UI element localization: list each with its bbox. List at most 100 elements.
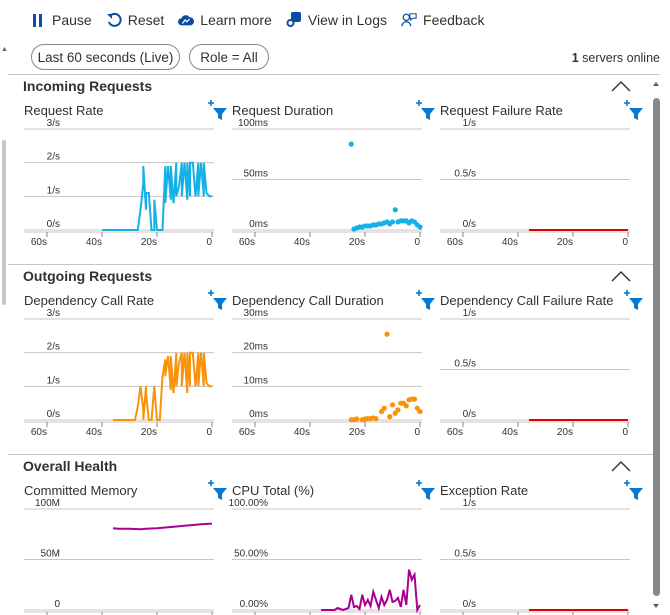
feedback-button[interactable]: Feedback (401, 0, 484, 40)
x-tick-label: 0 (622, 427, 628, 438)
x-tick-label: 60s (447, 237, 463, 248)
chart-plot: 100ms50ms0ms60s 40s 20s 0 (232, 103, 434, 253)
chevron-up-icon (610, 269, 632, 283)
chart-dependency-call-failure-rate: Dependency Call Failure Rate 1/s 0.5/s 0/s 6… (440, 293, 645, 443)
reset-icon (106, 12, 122, 28)
collapse-outgoing-button[interactable] (610, 269, 632, 283)
x-tick-label: 20s (557, 427, 573, 438)
filter-bar: Last 60 seconds (Live) Role = All 1 serv… (0, 40, 670, 74)
view-in-logs-button[interactable]: View in Logs (286, 0, 387, 40)
scroll-thumb[interactable] (653, 98, 660, 596)
x-tick-label: 20s (349, 237, 365, 248)
collapse-incoming-button[interactable] (610, 79, 632, 93)
chart-plot: 100M 50M 0 (24, 483, 226, 615)
x-tick-label: 40s (502, 427, 518, 438)
toolbar: Pause Reset Learn more View in Logs Feed… (0, 0, 670, 40)
feedback-label: Feedback (423, 12, 484, 28)
chart-request-duration: Request Duration 100ms 50ms 0ms 60s 40s 20s 0 (232, 103, 437, 253)
view-in-logs-label: View in Logs (308, 12, 387, 28)
y-tick-label: 30ms (244, 308, 268, 319)
data-point (354, 416, 359, 421)
feedback-icon (401, 12, 417, 28)
left-scroll-up-icon[interactable]: ▲ (1, 46, 8, 53)
x-tick-label: 40s (294, 427, 310, 438)
y-tick-label: 100.00% (229, 498, 269, 509)
y-tick-label: 0.5/s (454, 359, 476, 370)
y-tick-label: 0.5/s (454, 549, 476, 560)
y-tick-label: 1/s (47, 185, 60, 196)
data-point (404, 403, 409, 408)
y-tick-label: 50M (41, 549, 60, 560)
data-point (390, 219, 395, 224)
left-scrollbar[interactable]: ▲ (0, 40, 8, 615)
chart-plot: 30ms20ms10ms0ms60s 40s 20s 0 (232, 293, 434, 443)
x-tick-label: 0 (414, 427, 420, 438)
y-tick-label: 0/s (463, 219, 476, 230)
scroll-down-icon[interactable] (653, 604, 659, 608)
logs-icon (286, 12, 302, 28)
data-point (349, 142, 354, 147)
section-divider (8, 454, 660, 455)
x-tick-label: 60s (31, 237, 47, 248)
y-tick-label: 1/s (463, 118, 476, 129)
cloud-icon (178, 12, 194, 28)
learn-more-button[interactable]: Learn more (178, 0, 272, 40)
y-tick-label: 0.5/s (454, 169, 476, 180)
x-tick-label: 60s (447, 427, 463, 438)
x-tick-label: 0 (414, 237, 420, 248)
reset-label: Reset (128, 12, 165, 28)
time-range-pill[interactable]: Last 60 seconds (Live) (31, 44, 180, 70)
x-tick-label: 60s (31, 427, 47, 438)
y-tick-label: 0 (54, 599, 60, 610)
section-divider (8, 264, 660, 265)
pause-button[interactable]: Pause (30, 0, 92, 40)
y-tick-label: 0/s (47, 409, 60, 420)
servers-count: 1 (572, 51, 579, 65)
y-tick-label: 2/s (47, 152, 60, 163)
series-line (321, 570, 420, 610)
learn-more-label: Learn more (200, 12, 272, 28)
y-tick-label: 1/s (463, 498, 476, 509)
servers-online-status: 1 servers online (572, 51, 660, 65)
chart-plot: 1/s0.5/s0/s60s 40s 20s 0 (440, 103, 642, 253)
chart-plot: 3/s 2/s 1/s 0/s60s 40s 20s 0 (24, 293, 226, 443)
x-tick-label: 20s (141, 427, 157, 438)
chart-plot: 1/s0.5/s0/s60s 40s 20s 0 (440, 293, 642, 443)
y-tick-label: 3/s (47, 308, 60, 319)
data-point (417, 409, 422, 414)
chart-plot: 1/s0.5/s0/s (440, 483, 642, 615)
y-tick-label: 2/s (47, 342, 60, 353)
section-divider (8, 74, 660, 75)
scroll-up-icon[interactable] (653, 82, 659, 86)
chart-request-failure-rate: Request Failure Rate 1/s 0.5/s 0/s 60s 40s 20s… (440, 103, 645, 253)
x-tick-label: 40s (294, 237, 310, 248)
chevron-up-icon (610, 459, 632, 473)
chart-request-rate: Request Rate 3/s 2/s 1/s 0/s 60s 40s 20s 0 (24, 103, 229, 253)
x-tick-label: 20s (141, 237, 157, 248)
role-filter-pill[interactable]: Role = All (189, 44, 269, 70)
reset-button[interactable]: Reset (106, 0, 165, 40)
data-point (382, 406, 387, 411)
y-tick-label: 1/s (47, 375, 60, 386)
y-tick-label: 100ms (238, 118, 268, 129)
x-tick-label: 60s (239, 427, 255, 438)
x-tick-label: 40s (86, 427, 102, 438)
chart-exception-rate: Exception Rate 1/s 0.5/s 0/s (440, 483, 645, 615)
data-point (390, 402, 395, 407)
y-tick-label: 0/s (47, 219, 60, 230)
y-tick-label: 50.00% (234, 549, 268, 560)
section-title-overall-health: Overall Health (23, 458, 117, 474)
x-tick-label: 0 (206, 427, 212, 438)
data-point (412, 397, 417, 402)
data-point (395, 407, 400, 412)
y-tick-label: 0/s (463, 409, 476, 420)
pause-icon (30, 12, 46, 28)
collapse-overall-health-button[interactable] (610, 459, 632, 473)
y-tick-label: 20ms (244, 342, 268, 353)
y-tick-label: 10ms (244, 375, 268, 386)
left-scroll-thumb[interactable] (2, 140, 6, 305)
chart-committed-memory: Committed Memory 100M 50M 0 (24, 483, 229, 615)
chart-dependency-call-rate: Dependency Call Rate 3/s 2/s 1/s 0/s 60s 40s 20… (24, 293, 229, 443)
main-scrollbar[interactable] (652, 78, 661, 608)
